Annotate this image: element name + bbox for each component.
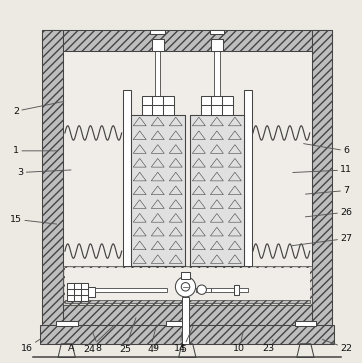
Bar: [142, 96, 174, 115]
Text: 10: 10: [233, 332, 245, 352]
Bar: [234, 285, 239, 295]
Bar: [195, 287, 211, 292]
Text: 2: 2: [13, 101, 64, 116]
Bar: [88, 287, 95, 297]
Text: 9: 9: [152, 342, 158, 352]
Text: 24: 24: [83, 325, 114, 354]
Bar: [42, 30, 332, 51]
Bar: [56, 321, 77, 326]
Bar: [190, 115, 244, 266]
Bar: [201, 96, 233, 115]
Text: 22: 22: [322, 339, 352, 352]
Bar: [123, 90, 131, 266]
Text: 7: 7: [306, 186, 349, 195]
Bar: [150, 30, 165, 34]
Bar: [214, 51, 220, 96]
Bar: [42, 30, 63, 326]
Bar: [63, 51, 312, 305]
Text: 26: 26: [306, 208, 352, 217]
Bar: [312, 30, 332, 326]
Text: A: A: [68, 339, 78, 352]
Bar: [40, 325, 334, 344]
Bar: [42, 305, 332, 326]
Bar: [244, 90, 252, 266]
Bar: [211, 287, 234, 292]
Bar: [210, 30, 224, 34]
Bar: [239, 287, 248, 292]
Circle shape: [197, 285, 206, 294]
Bar: [131, 115, 185, 266]
Bar: [65, 268, 310, 303]
Text: 6: 6: [304, 144, 349, 155]
Bar: [63, 266, 312, 305]
Text: 14: 14: [174, 332, 186, 352]
Bar: [295, 321, 316, 326]
Text: 11: 11: [293, 166, 352, 175]
Bar: [190, 115, 244, 266]
Bar: [131, 115, 185, 266]
Bar: [181, 272, 190, 278]
Bar: [211, 40, 223, 51]
Text: 8: 8: [93, 332, 102, 352]
Text: 1: 1: [13, 146, 56, 155]
Text: 4: 4: [147, 325, 156, 354]
Bar: [155, 51, 160, 96]
Bar: [182, 297, 189, 344]
Text: 16: 16: [21, 339, 40, 352]
Text: 25: 25: [119, 318, 136, 354]
Text: 3: 3: [17, 168, 71, 177]
Bar: [95, 287, 168, 292]
Bar: [67, 283, 88, 301]
Text: 15: 15: [10, 215, 56, 224]
Text: 27: 27: [292, 234, 352, 246]
Text: 5: 5: [180, 325, 194, 354]
Circle shape: [176, 277, 195, 297]
Text: 23: 23: [262, 339, 274, 352]
Bar: [152, 40, 164, 51]
Bar: [65, 300, 310, 303]
Bar: [166, 321, 187, 326]
